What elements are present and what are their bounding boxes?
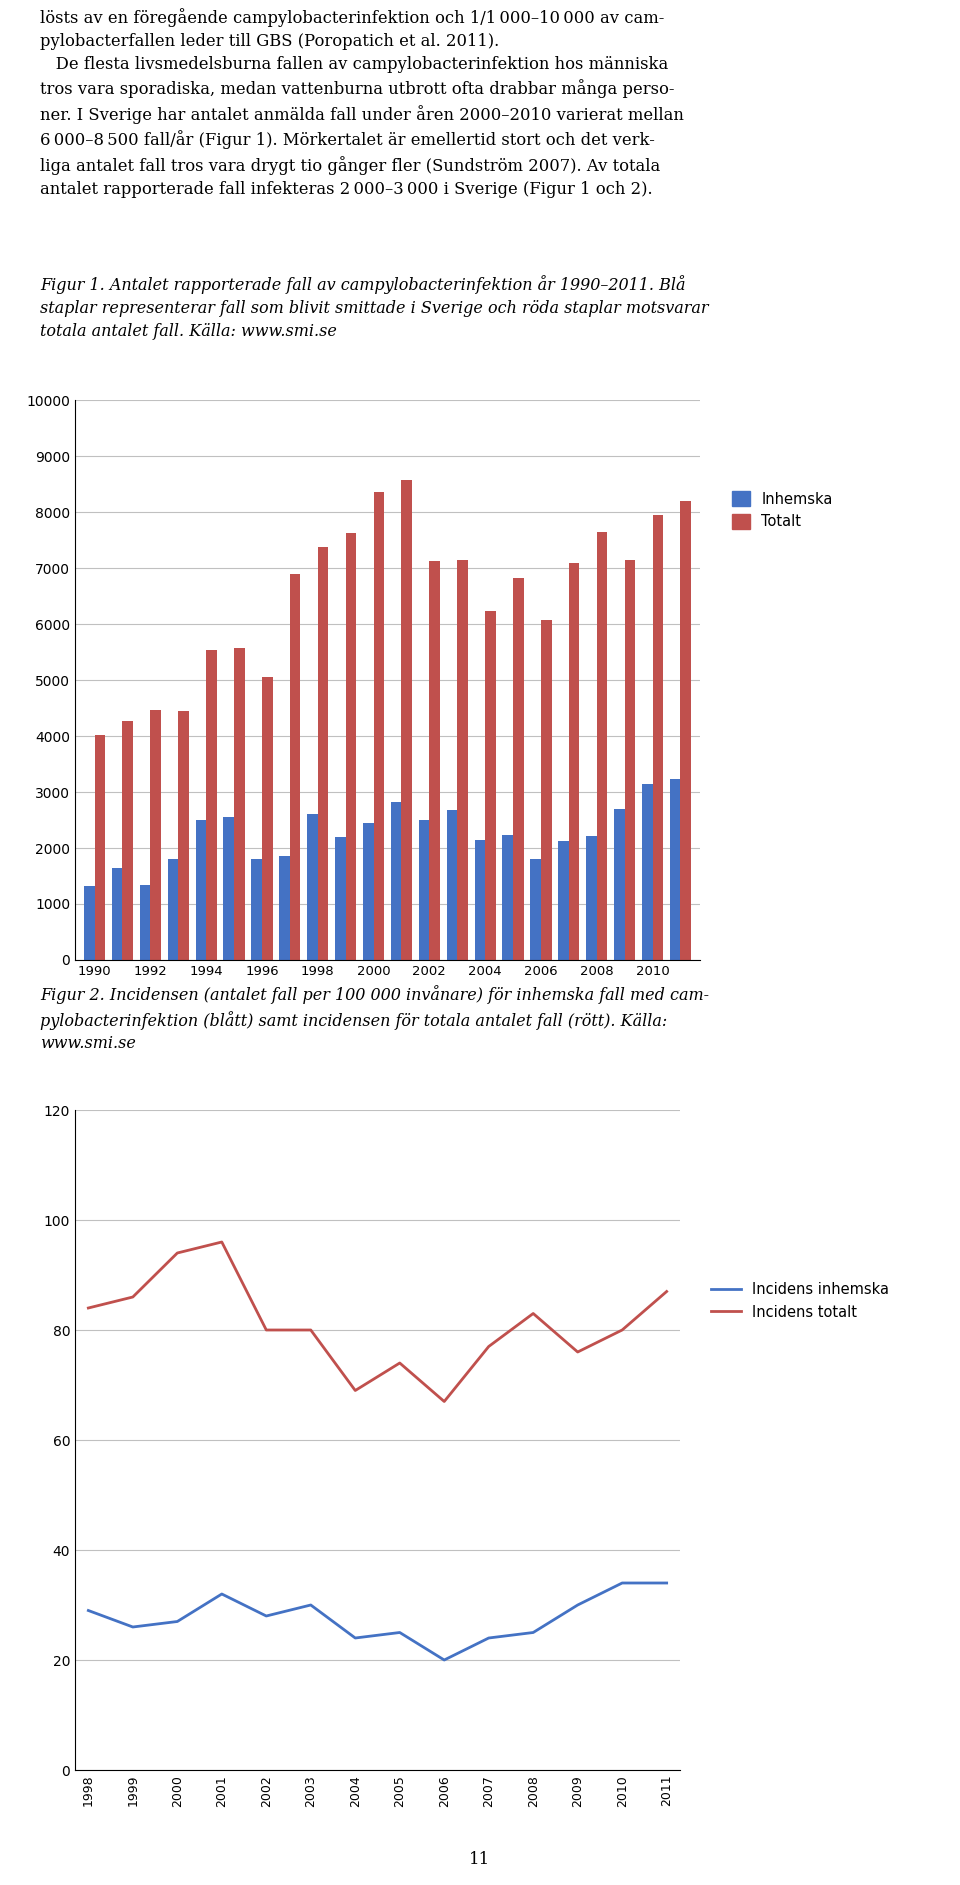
Bar [653, 515, 663, 959]
Bar [252, 860, 262, 959]
Bar [151, 709, 161, 959]
Incidens inhemska [172, 1610, 183, 1632]
Bar [391, 803, 401, 959]
Legend: Inhemska, Totalt: Inhemska, Totalt [732, 492, 833, 530]
Incidens totalt [260, 1320, 272, 1342]
Bar [401, 479, 412, 959]
Incidens inhemska [83, 1598, 94, 1621]
Incidens totalt [483, 1335, 494, 1357]
Bar [94, 735, 106, 959]
Incidens totalt [349, 1380, 361, 1402]
Incidens inhemska [305, 1593, 317, 1615]
Incidens inhemska [216, 1583, 228, 1606]
Bar [224, 818, 234, 959]
Bar [457, 560, 468, 959]
Bar [474, 839, 485, 959]
Legend: Incidens inhemska, Incidens totalt: Incidens inhemska, Incidens totalt [711, 1282, 889, 1320]
Bar [373, 492, 384, 959]
Text: lösts av en föregående campylobacterinfektion och 1/1 000–10 000 av cam-
pylobac: lösts av en föregående campylobacterinfe… [40, 8, 684, 198]
Bar [179, 711, 189, 959]
Text: Figur 1. Antalet rapporterade fall av campylobacterinfektion år 1990–2011. Blå
s: Figur 1. Antalet rapporterade fall av ca… [40, 275, 708, 339]
Line: Incidens totalt: Incidens totalt [88, 1242, 666, 1402]
Incidens totalt [305, 1320, 317, 1342]
Incidens totalt [572, 1340, 584, 1363]
Bar [206, 650, 217, 959]
Bar [429, 562, 440, 959]
Incidens inhemska [394, 1621, 405, 1644]
Bar [587, 835, 597, 959]
Incidens totalt [172, 1242, 183, 1265]
Bar [419, 820, 429, 959]
Bar [530, 860, 540, 959]
Incidens totalt [439, 1391, 450, 1414]
Bar [540, 620, 552, 959]
Bar [335, 837, 346, 959]
Bar [234, 648, 245, 959]
Bar [363, 822, 373, 959]
Incidens inhemska [439, 1649, 450, 1672]
Incidens totalt [660, 1280, 672, 1303]
Bar [559, 841, 569, 959]
Incidens totalt [83, 1297, 94, 1320]
Incidens totalt [616, 1320, 628, 1342]
Bar [290, 573, 300, 959]
Line: Incidens inhemska: Incidens inhemska [88, 1583, 666, 1661]
Bar [196, 820, 206, 959]
Bar [569, 564, 580, 959]
Bar [262, 677, 273, 959]
Incidens inhemska [349, 1627, 361, 1649]
Bar [625, 560, 636, 959]
Incidens inhemska [616, 1572, 628, 1595]
Incidens inhemska [483, 1627, 494, 1649]
Bar [446, 811, 457, 959]
Bar [597, 532, 608, 959]
Text: 11: 11 [469, 1851, 491, 1868]
Incidens inhemska [527, 1621, 539, 1644]
Bar [307, 814, 318, 959]
Bar [111, 867, 123, 959]
Incidens inhemska [260, 1604, 272, 1627]
Incidens totalt [216, 1231, 228, 1254]
Bar [485, 611, 495, 959]
Bar [140, 884, 151, 959]
Bar [642, 784, 653, 959]
Text: Figur 2. Incidensen (antalet fall per 100 000 invånare) för inhemska fall med ca: Figur 2. Incidensen (antalet fall per 10… [40, 986, 709, 1052]
Bar [614, 809, 625, 959]
Bar [84, 886, 94, 959]
Bar [318, 547, 328, 959]
Bar [123, 720, 133, 959]
Bar [513, 577, 523, 959]
Bar [681, 501, 691, 959]
Incidens totalt [527, 1303, 539, 1325]
Incidens totalt [127, 1286, 138, 1308]
Bar [346, 533, 356, 959]
Incidens inhemska [572, 1593, 584, 1615]
Bar [670, 779, 681, 959]
Bar [502, 835, 513, 959]
Incidens totalt [394, 1352, 405, 1374]
Bar [168, 860, 179, 959]
Incidens inhemska [127, 1615, 138, 1638]
Bar [279, 856, 290, 959]
Incidens inhemska [660, 1572, 672, 1595]
